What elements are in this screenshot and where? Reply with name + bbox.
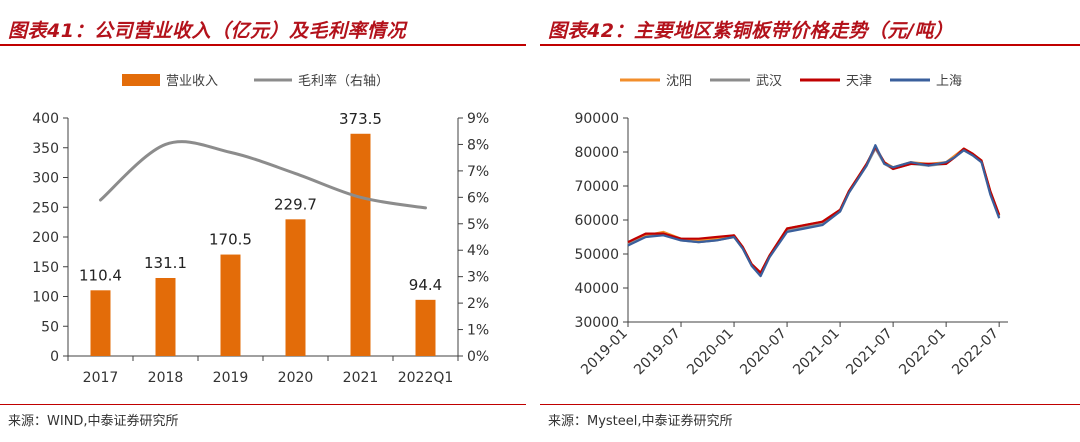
legend-label-revenue: 营业收入: [166, 74, 218, 89]
y-tick-label-right: 6%: [467, 190, 489, 206]
bar-revenue: [350, 133, 371, 356]
y-tick-label-right: 3%: [467, 270, 489, 286]
source-divider: [0, 404, 526, 405]
x-tick-label: 2021-01: [790, 326, 843, 379]
y-tick-label-right: 7%: [467, 164, 489, 180]
bar-revenue: [155, 277, 176, 356]
legend-label: 天津: [846, 74, 872, 89]
y-tick-label-right: 0%: [467, 349, 489, 365]
chart-title: 图表41：公司营业收入（亿元）及毛利率情况: [8, 20, 406, 42]
bar-data-label: 94.4: [409, 276, 442, 294]
y-tick-label: 90000: [574, 111, 619, 127]
x-tick-label: 2022-01: [896, 326, 949, 379]
legend-swatch-revenue: [122, 74, 160, 86]
y-tick-label-left: 300: [32, 171, 59, 187]
bar-data-label: 170.5: [209, 231, 252, 249]
y-tick-label-left: 200: [32, 230, 59, 246]
legend-label-margin: 毛利率（右轴）: [298, 73, 389, 89]
chart-title: 图表42：主要地区紫铜板带价格走势（元/吨）: [548, 20, 954, 42]
chart-panel-copper-price: 图表42：主要地区紫铜板带价格走势（元/吨） 沈阳 武汉 天津 上海 30000 4000…: [540, 0, 1080, 442]
series-line-上海: [627, 144, 1001, 278]
copper-price-chart: 沈阳 武汉 天津 上海 30000 40000 50000 60000 70000 80000 90…: [574, 74, 1008, 379]
x-tick-label: 2019: [213, 370, 249, 386]
y-tick-label: 40000: [574, 281, 619, 297]
legend-label: 武汉: [756, 74, 782, 89]
y-tick-label-left: 50: [41, 319, 59, 335]
bar-data-label: 131.1: [144, 254, 187, 272]
bar-revenue: [285, 219, 306, 356]
y-tick-label-left: 350: [32, 141, 59, 157]
y-tick-label-left: 100: [32, 290, 59, 306]
y-tick-label-right: 4%: [467, 243, 489, 259]
x-tick-label: 2019-01: [578, 326, 631, 379]
source-divider: [540, 404, 1080, 405]
series-line-gross-margin: [99, 140, 427, 210]
bar-revenue: [90, 290, 111, 356]
y-tick-label-right: 2%: [467, 296, 489, 312]
x-tick-label: 2022Q1: [398, 370, 454, 386]
y-tick-label-left: 250: [32, 200, 59, 216]
y-tick-label: 60000: [574, 213, 619, 229]
y-tick-label-right: 9%: [467, 111, 489, 127]
x-tick-label: 2020: [278, 370, 314, 386]
bar-data-label: 110.4: [79, 266, 122, 284]
x-tick-label: 2017: [83, 370, 119, 386]
series-line-武汉: [627, 147, 1001, 276]
title-divider: [540, 44, 1080, 46]
x-tick-label: 2020-07: [737, 326, 790, 379]
y-tick-label-right: 8%: [467, 137, 489, 153]
x-tick-label: 2021: [343, 370, 379, 386]
legend-label: 沈阳: [666, 74, 692, 89]
x-tick-label: 2019-07: [631, 326, 684, 379]
series-line-沈阳: [627, 145, 1001, 274]
y-tick-label-left: 150: [32, 260, 59, 276]
revenue-margin-chart: 营业收入 毛利率（右轴） 0 50 100 150 200 250 300 350 400 0% 1% 2…: [32, 73, 489, 386]
x-tick-label: 2021-07: [843, 326, 896, 379]
y-tick-label-right: 1%: [467, 323, 489, 339]
y-tick-label: 50000: [574, 247, 619, 263]
y-tick-label: 30000: [574, 315, 619, 331]
bar-data-label: 373.5: [339, 110, 382, 128]
y-tick-label-left: 400: [32, 111, 59, 127]
x-tick-label: 2022-07: [949, 326, 1002, 379]
y-tick-label-right: 5%: [467, 217, 489, 233]
y-tick-label-left: 0: [50, 349, 59, 365]
title-divider: [0, 44, 526, 46]
chart-source: 来源：Mysteel,中泰证券研究所: [548, 414, 733, 429]
x-tick-label: 2018: [148, 370, 184, 386]
x-tick-label: 2020-01: [684, 326, 737, 379]
series-line-天津: [627, 145, 1001, 274]
chart-source: 来源：WIND,中泰证券研究所: [8, 414, 179, 429]
y-tick-label: 70000: [574, 179, 619, 195]
y-tick-label: 80000: [574, 145, 619, 161]
bar-revenue: [415, 299, 436, 356]
bar-data-label: 229.7: [274, 195, 317, 213]
chart-panel-revenue: 图表41：公司营业收入（亿元）及毛利率情况 营业收入 毛利率（右轴） 0 50 100 1…: [0, 0, 526, 442]
legend-label: 上海: [936, 74, 962, 89]
bar-revenue: [220, 254, 241, 356]
